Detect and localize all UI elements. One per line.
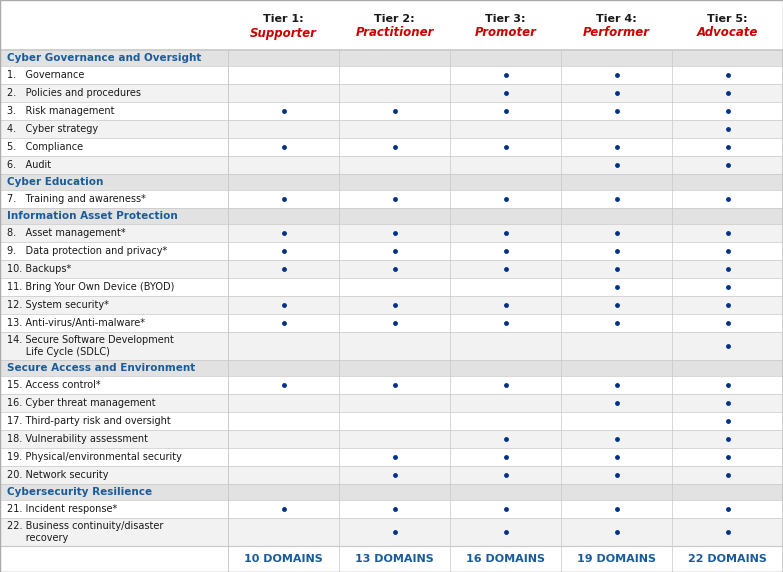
Text: 10 DOMAINS: 10 DOMAINS: [244, 554, 323, 564]
Text: 20. Network security: 20. Network security: [7, 470, 109, 480]
Text: Tier 5:: Tier 5:: [707, 14, 748, 24]
Text: Life Cycle (SDLC): Life Cycle (SDLC): [7, 347, 110, 357]
Bar: [0, 174, 783, 190]
Text: 8.   Asset management*: 8. Asset management*: [7, 228, 125, 238]
Text: 10. Backups*: 10. Backups*: [7, 264, 71, 274]
Text: 6.   Audit: 6. Audit: [7, 160, 51, 170]
Text: Advocate: Advocate: [697, 26, 758, 39]
Text: 16. Cyber threat management: 16. Cyber threat management: [7, 398, 156, 408]
Text: 11. Bring Your Own Device (BYOD): 11. Bring Your Own Device (BYOD): [7, 282, 175, 292]
Bar: [0, 360, 783, 376]
Bar: [0, 50, 783, 66]
Bar: [0, 0, 783, 50]
Text: 15. Access control*: 15. Access control*: [7, 380, 101, 390]
Bar: [0, 260, 783, 278]
Text: 9.   Data protection and privacy*: 9. Data protection and privacy*: [7, 246, 168, 256]
Text: 22 DOMAINS: 22 DOMAINS: [688, 554, 767, 564]
Text: Promoter: Promoter: [474, 26, 536, 39]
Bar: [0, 278, 783, 296]
Bar: [0, 394, 783, 412]
Text: Cyber Governance and Oversight: Cyber Governance and Oversight: [7, 53, 201, 63]
Bar: [0, 296, 783, 314]
Text: 21. Incident response*: 21. Incident response*: [7, 504, 117, 514]
Bar: [0, 242, 783, 260]
Text: 4.   Cyber strategy: 4. Cyber strategy: [7, 124, 98, 134]
Bar: [0, 84, 783, 102]
Bar: [0, 102, 783, 120]
Bar: [0, 190, 783, 208]
Bar: [0, 500, 783, 518]
Bar: [0, 412, 783, 430]
Text: 22. Business continuity/disaster: 22. Business continuity/disaster: [7, 522, 164, 531]
Bar: [0, 138, 783, 156]
Bar: [0, 484, 783, 500]
Text: Secure Access and Environment: Secure Access and Environment: [7, 363, 195, 373]
Text: Tier 4:: Tier 4:: [596, 14, 637, 24]
Text: Information Asset Protection: Information Asset Protection: [7, 211, 178, 221]
Text: 19 DOMAINS: 19 DOMAINS: [577, 554, 656, 564]
Bar: [0, 430, 783, 448]
Text: 7.   Training and awareness*: 7. Training and awareness*: [7, 194, 146, 204]
Text: Cyber Education: Cyber Education: [7, 177, 103, 187]
Text: 17. Third-party risk and oversight: 17. Third-party risk and oversight: [7, 416, 171, 426]
Bar: [0, 376, 783, 394]
Text: recovery: recovery: [7, 533, 68, 543]
Text: 13. Anti-virus/Anti-malware*: 13. Anti-virus/Anti-malware*: [7, 318, 145, 328]
Text: Tier 1:: Tier 1:: [263, 14, 304, 24]
Bar: [0, 518, 783, 546]
Bar: [0, 448, 783, 466]
Text: 1.   Governance: 1. Governance: [7, 70, 85, 80]
Bar: [0, 208, 783, 224]
Text: Cybersecurity Resilience: Cybersecurity Resilience: [7, 487, 152, 497]
Bar: [0, 224, 783, 242]
Text: 14. Secure Software Development: 14. Secure Software Development: [7, 335, 174, 345]
Text: Tier 2:: Tier 2:: [374, 14, 415, 24]
Text: 3.   Risk management: 3. Risk management: [7, 106, 114, 116]
Bar: [0, 66, 783, 84]
Bar: [0, 120, 783, 138]
Text: Performer: Performer: [583, 26, 650, 39]
Text: Supporter: Supporter: [250, 26, 317, 39]
Text: 19. Physical/environmental security: 19. Physical/environmental security: [7, 452, 182, 462]
Text: 13 DOMAINS: 13 DOMAINS: [355, 554, 434, 564]
Text: 18. Vulnerability assessment: 18. Vulnerability assessment: [7, 434, 148, 444]
Bar: [0, 332, 783, 360]
Bar: [0, 466, 783, 484]
Text: 5.   Compliance: 5. Compliance: [7, 142, 83, 152]
Text: 12. System security*: 12. System security*: [7, 300, 109, 310]
Text: 16 DOMAINS: 16 DOMAINS: [466, 554, 545, 564]
Bar: [0, 314, 783, 332]
Bar: [0, 546, 783, 572]
Bar: [0, 156, 783, 174]
Text: 2.   Policies and procedures: 2. Policies and procedures: [7, 88, 141, 98]
Text: Practitioner: Practitioner: [355, 26, 434, 39]
Text: Tier 3:: Tier 3:: [485, 14, 525, 24]
